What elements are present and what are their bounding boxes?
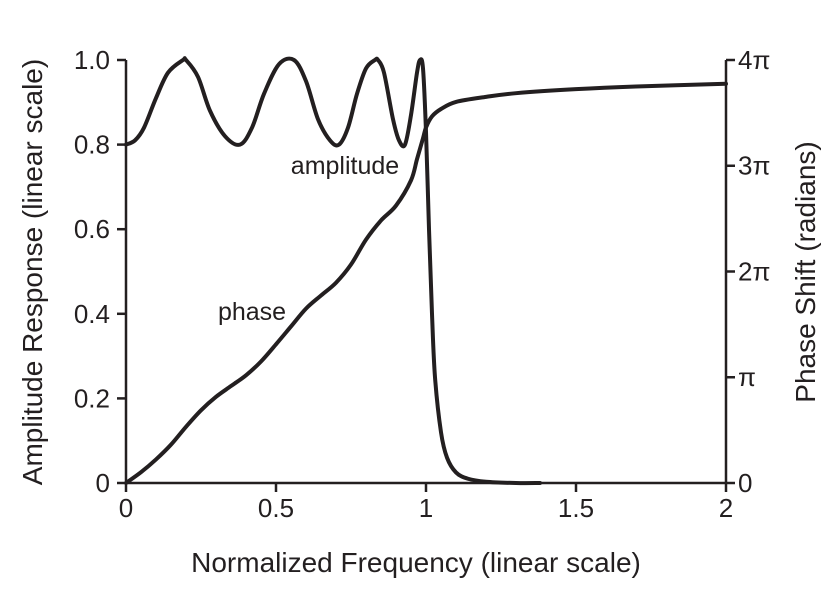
x-axis-ticks: 0 0.5 1 1.5 2 bbox=[119, 483, 733, 523]
y-right-tick-label: 4π bbox=[738, 45, 770, 75]
y-left-tick-label: 0 bbox=[96, 468, 110, 498]
y-right-tick-label: 0 bbox=[738, 468, 752, 498]
y-right-tick-label: π bbox=[738, 362, 756, 392]
y-left-tick-label: 0.2 bbox=[74, 383, 110, 413]
phase-annotation: phase bbox=[218, 298, 286, 326]
x-tick-label: 1.5 bbox=[558, 493, 594, 523]
y-left-tick-label: 1.0 bbox=[74, 45, 110, 75]
y-axis-right-ticks: 0 π 2π 3π 4π bbox=[726, 45, 770, 498]
y-axis-left-title: Amplitude Response (linear scale) bbox=[17, 59, 48, 485]
y-right-tick-label: 2π bbox=[738, 256, 770, 286]
x-tick-label: 0.5 bbox=[258, 493, 294, 523]
y-left-tick-label: 0.8 bbox=[74, 130, 110, 160]
amplitude-series-line bbox=[124, 56, 542, 486]
y-left-tick-label: 0.6 bbox=[74, 214, 110, 244]
y-right-tick-label: 3π bbox=[738, 151, 770, 181]
y-left-tick-label: 0.4 bbox=[74, 299, 110, 329]
x-tick-label: 1 bbox=[419, 493, 433, 523]
amplitude-annotation: amplitude bbox=[291, 152, 399, 180]
series-layer bbox=[124, 56, 728, 486]
y-axis-right-title: Phase Shift (radians) bbox=[790, 141, 821, 402]
x-tick-label: 2 bbox=[719, 493, 733, 523]
phase-series-line bbox=[124, 81, 728, 485]
annotation-layer: amplitude phase bbox=[218, 152, 399, 326]
x-axis-title: Normalized Frequency (linear scale) bbox=[191, 547, 641, 578]
x-tick-label: 0 bbox=[119, 493, 133, 523]
y-axis-left-ticks: 0 0.2 0.4 0.6 0.8 1.0 bbox=[74, 45, 126, 498]
